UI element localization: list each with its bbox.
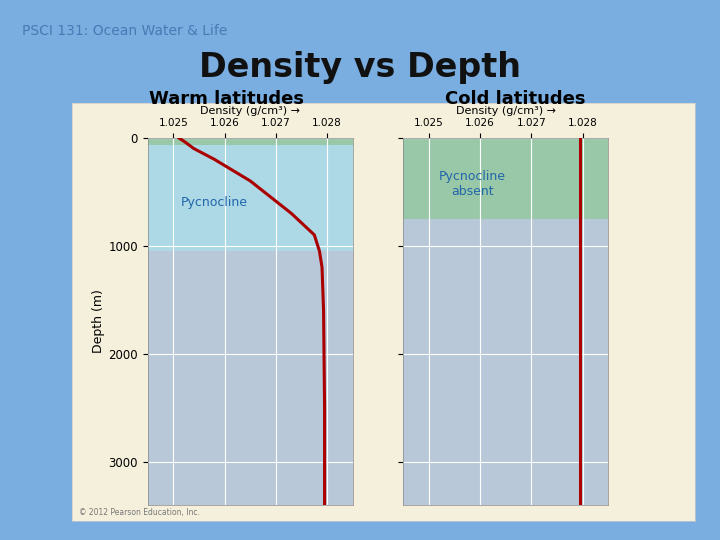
Text: © 2012 Pearson Education, Inc.: © 2012 Pearson Education, Inc.: [79, 508, 200, 517]
Text: Pycnocline: Pycnocline: [181, 196, 248, 209]
Bar: [403, 138, 608, 145]
Y-axis label: Depth (m): Depth (m): [92, 289, 105, 353]
Text: Density vs Depth: Density vs Depth: [199, 51, 521, 84]
Bar: [148, 138, 353, 145]
X-axis label: Density (g/cm³) →: Density (g/cm³) →: [456, 106, 556, 116]
Text: Pycnocline
absent: Pycnocline absent: [439, 170, 506, 198]
Text: Warm latitudes: Warm latitudes: [149, 90, 305, 108]
Bar: [148, 138, 353, 251]
X-axis label: Density (g/cm³) →: Density (g/cm³) →: [200, 106, 300, 116]
Text: PSCI 131: Ocean Water & Life: PSCI 131: Ocean Water & Life: [22, 24, 227, 38]
Text: Cold latitudes: Cold latitudes: [444, 90, 585, 108]
Bar: [403, 138, 608, 219]
